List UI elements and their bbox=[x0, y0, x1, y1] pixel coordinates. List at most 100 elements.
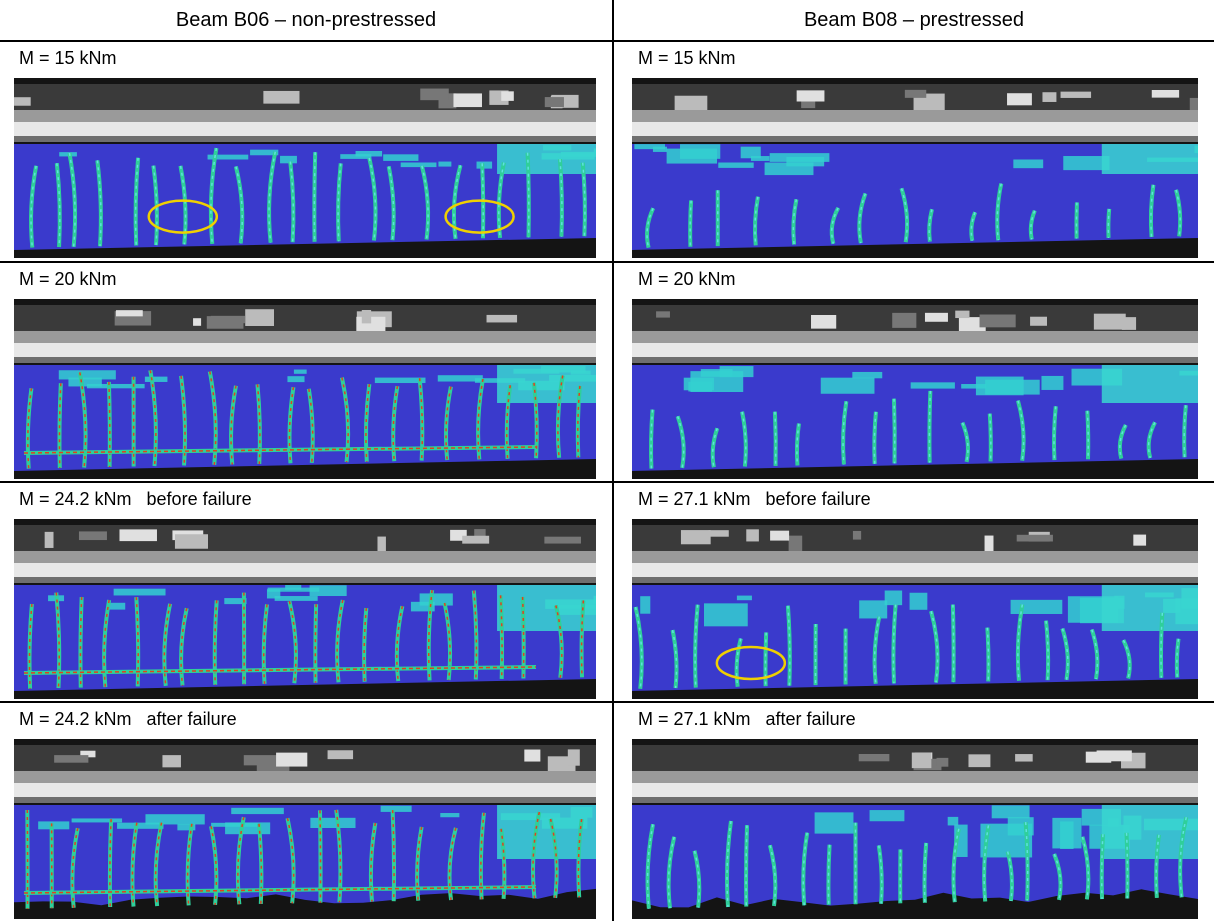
panel-label: M = 20 kNm bbox=[19, 269, 117, 289]
frame-detail bbox=[1015, 754, 1033, 762]
strain-zone bbox=[144, 376, 168, 382]
strain-zone bbox=[274, 596, 318, 601]
crack-core bbox=[787, 605, 791, 686]
beam-top-speckle bbox=[14, 797, 596, 803]
strain-zone bbox=[355, 151, 383, 157]
crack-core bbox=[237, 817, 245, 905]
crack-core bbox=[1017, 604, 1024, 681]
crack-core bbox=[96, 160, 102, 247]
strain-zone bbox=[764, 162, 814, 176]
crack-core bbox=[1107, 208, 1110, 238]
horizontal-crack-core bbox=[23, 886, 537, 894]
crack-core bbox=[726, 820, 732, 908]
frame-detail bbox=[955, 310, 970, 319]
frame-detail bbox=[453, 93, 482, 108]
crack-core bbox=[1024, 822, 1029, 901]
crack-core bbox=[213, 600, 218, 685]
strain-zone bbox=[225, 822, 271, 835]
crack-core bbox=[533, 382, 538, 459]
beam-top-speckle bbox=[632, 797, 1198, 803]
strain-zone bbox=[374, 377, 426, 384]
frame-detail bbox=[788, 535, 803, 554]
crack-core bbox=[693, 850, 701, 908]
strain-zone bbox=[640, 596, 651, 614]
frame-detail bbox=[1016, 534, 1053, 542]
strain-field bbox=[632, 365, 1198, 471]
strain-zone bbox=[107, 602, 126, 610]
crack-core bbox=[580, 600, 585, 678]
strain-zone bbox=[207, 154, 249, 160]
crack bbox=[1146, 421, 1157, 459]
panel: M = 15 kNm bbox=[632, 42, 1198, 260]
panel-label: M = 27.1 kNm after failure bbox=[638, 709, 856, 729]
crack-core bbox=[741, 411, 747, 467]
crack-core bbox=[694, 604, 699, 688]
column-title: Beam B06 – non-prestressed bbox=[175, 9, 437, 31]
crack-core bbox=[134, 157, 139, 246]
beam-photo bbox=[14, 299, 596, 479]
strain-zone bbox=[440, 813, 460, 818]
panel-label: M = 24.2 kNm after failure bbox=[19, 709, 237, 729]
panel: M = 20 kNm bbox=[14, 263, 596, 481]
crack bbox=[872, 411, 878, 464]
panel-label: M = 15 kNm bbox=[19, 48, 117, 68]
strain-zone bbox=[86, 383, 145, 389]
strain-zone bbox=[497, 144, 596, 174]
crack-core bbox=[135, 597, 139, 687]
crack-core bbox=[416, 826, 423, 901]
beam-top-speckle bbox=[632, 577, 1198, 583]
panel-label: M = 27.1 kNm before failure bbox=[638, 489, 871, 509]
crack-core bbox=[983, 825, 990, 902]
crack-core bbox=[289, 161, 295, 243]
crack-core bbox=[418, 378, 424, 461]
strain-zone bbox=[750, 156, 770, 161]
crack-core bbox=[313, 152, 316, 242]
column-divider bbox=[612, 0, 614, 921]
crack-core bbox=[131, 822, 138, 907]
strain-zone bbox=[820, 377, 875, 394]
crack-core bbox=[827, 844, 831, 905]
crack-core bbox=[56, 163, 61, 248]
crack-core bbox=[577, 385, 581, 458]
crack-core bbox=[71, 828, 79, 908]
crack-core bbox=[391, 810, 395, 902]
crack-core bbox=[989, 413, 992, 462]
frame-detail bbox=[115, 310, 143, 317]
crack-core bbox=[1122, 639, 1131, 679]
frame-detail bbox=[1007, 93, 1032, 106]
crack-core bbox=[210, 826, 218, 905]
strain-zone bbox=[497, 585, 596, 631]
frame-detail bbox=[913, 93, 945, 111]
crack-core bbox=[421, 165, 429, 240]
crack-core bbox=[577, 819, 583, 898]
crack-core bbox=[209, 371, 217, 465]
frame-detail bbox=[1030, 316, 1048, 326]
frame-detail bbox=[544, 536, 581, 544]
crack-core bbox=[769, 845, 777, 907]
crack-core bbox=[930, 610, 939, 683]
crack-core bbox=[1045, 620, 1049, 681]
strain-zone bbox=[634, 144, 666, 150]
strain-zone bbox=[884, 590, 903, 606]
crack-core bbox=[180, 375, 186, 466]
strain-zone bbox=[231, 807, 284, 815]
crack-core bbox=[210, 147, 218, 244]
crack-core bbox=[427, 590, 433, 681]
strain-zone bbox=[985, 379, 1040, 395]
beam-photo bbox=[14, 78, 596, 258]
crack-core bbox=[363, 607, 368, 682]
frame-detail bbox=[708, 530, 729, 537]
crack bbox=[891, 604, 898, 684]
frame-detail bbox=[680, 530, 711, 545]
frame-detail bbox=[968, 754, 991, 768]
strain-zone bbox=[1063, 156, 1110, 171]
highlight-ellipse bbox=[715, 645, 787, 681]
frame-detail bbox=[420, 88, 449, 101]
crack-core bbox=[559, 159, 563, 237]
crack-core bbox=[396, 606, 404, 682]
frame-detail bbox=[796, 90, 825, 102]
strain-zone bbox=[909, 592, 928, 610]
strain-zone bbox=[1010, 599, 1063, 614]
crack-core bbox=[802, 832, 808, 906]
